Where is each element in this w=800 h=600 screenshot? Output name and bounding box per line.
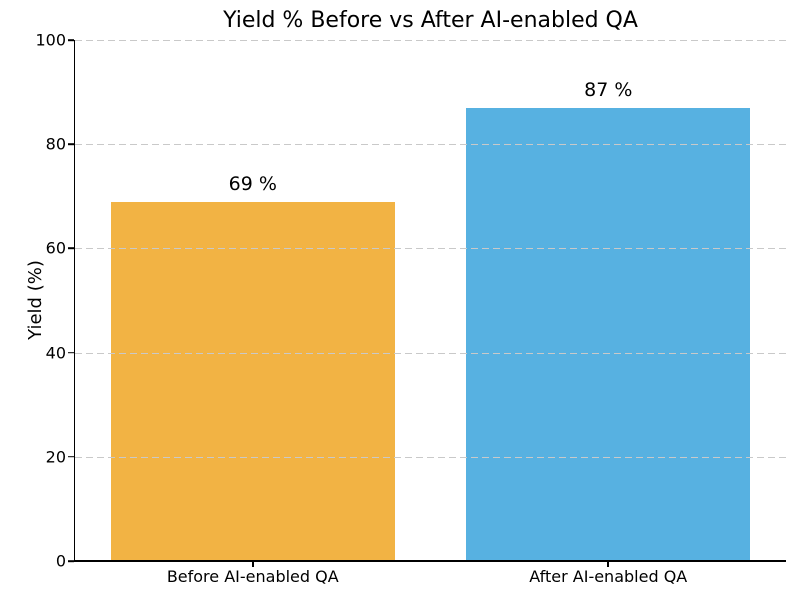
y-tick-mark <box>68 39 74 41</box>
x-tick-label: After AI-enabled QA <box>529 567 688 586</box>
bar-value-label: 69 % <box>228 172 277 195</box>
x-tick-label: Before AI-enabled QA <box>166 567 339 586</box>
y-tick-mark <box>68 143 74 145</box>
y-tick-label: 100 <box>35 30 66 50</box>
x-tick-mark <box>607 561 610 567</box>
y-gridline <box>75 456 786 458</box>
y-tick-label: 20 <box>45 447 66 467</box>
y-axis-spine <box>73 40 76 562</box>
y-gridline <box>75 352 786 354</box>
plot-area: 69 % 87 % <box>75 40 786 561</box>
bar-value-label: 87 % <box>584 78 633 101</box>
y-gridline <box>75 40 786 41</box>
x-axis-spine <box>73 560 786 562</box>
y-tick-label: 80 <box>45 134 66 154</box>
y-tick-mark <box>68 560 74 562</box>
bar <box>466 107 751 561</box>
chart-title: Yield % Before vs After AI-enabled QA <box>223 8 638 33</box>
y-gridline <box>75 144 786 146</box>
x-tick-mark <box>251 561 254 567</box>
y-tick-label: 0 <box>55 551 66 571</box>
y-tick-label: 40 <box>45 343 66 363</box>
y-tick-label: 60 <box>45 238 66 258</box>
y-tick-mark <box>68 247 74 250</box>
y-tick-mark <box>68 351 74 354</box>
y-axis-label: Yield (%) <box>25 260 46 340</box>
bar <box>110 201 395 561</box>
y-gridline <box>75 248 786 250</box>
y-tick-mark <box>68 456 74 458</box>
